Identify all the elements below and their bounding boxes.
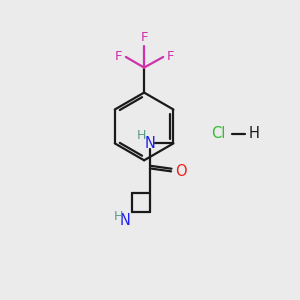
Text: H: H xyxy=(249,126,260,141)
Text: H: H xyxy=(113,211,123,224)
Text: F: F xyxy=(115,50,122,63)
Text: H: H xyxy=(137,129,146,142)
Text: F: F xyxy=(167,50,174,63)
Text: N: N xyxy=(119,213,130,228)
Text: F: F xyxy=(140,31,148,44)
Text: Cl: Cl xyxy=(211,126,225,141)
Text: N: N xyxy=(144,136,155,151)
Text: O: O xyxy=(175,164,187,179)
